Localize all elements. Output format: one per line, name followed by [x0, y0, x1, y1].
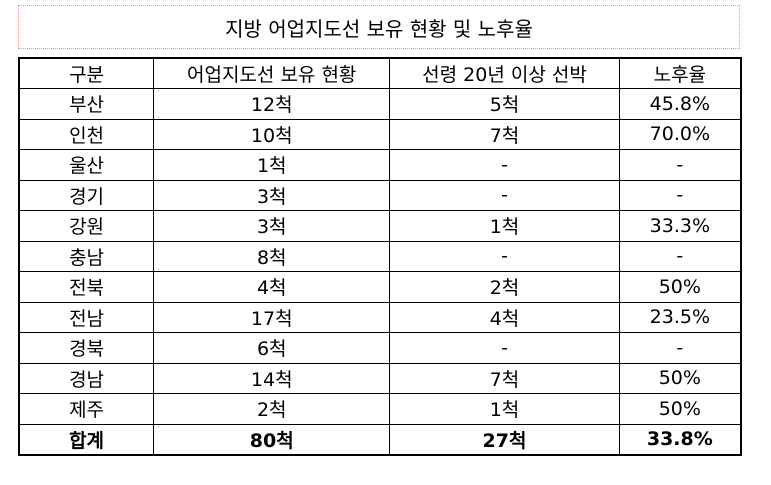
cell: 4척 — [389, 301, 620, 333]
data-row: 울산 1척 - - — [18, 149, 742, 181]
data-row: 경기 3척 - - — [18, 179, 742, 211]
cell: 울산 — [18, 149, 155, 181]
cell: 전남 — [18, 301, 155, 333]
cell: 12척 — [153, 88, 391, 120]
cell: 경남 — [18, 362, 155, 394]
data-row: 경북 6척 - - — [18, 332, 742, 364]
cell: 45.8% — [618, 88, 742, 120]
title: 지방 어업지도선 보유 현황 및 노후율 — [18, 5, 740, 49]
cell: 1척 — [389, 210, 620, 242]
cell: 6척 — [153, 332, 391, 364]
cell: 70.0% — [618, 118, 742, 150]
data-row: 제주 2척 1척 50% — [18, 393, 742, 425]
cell: - — [618, 240, 742, 272]
cell: 33.8% — [618, 423, 742, 455]
cell: 7척 — [389, 118, 620, 150]
cell: 3척 — [153, 210, 391, 242]
cell: 구분 — [18, 57, 155, 89]
cell: 23.5% — [618, 301, 742, 333]
cell: 50% — [618, 362, 742, 394]
cell: 제주 — [18, 393, 155, 425]
cell: - — [389, 240, 620, 272]
cell: - — [389, 149, 620, 181]
cell: 14척 — [153, 362, 391, 394]
cell: - — [618, 332, 742, 364]
cell: 경북 — [18, 332, 155, 364]
data-row: 충남 8척 - - — [18, 240, 742, 272]
data-row: 부산 12척 5척 45.8% — [18, 88, 742, 120]
cell: - — [389, 179, 620, 211]
cell: 부산 — [18, 88, 155, 120]
cell: 어업지도선 보유 현황 — [153, 57, 391, 89]
cell: 33.3% — [618, 210, 742, 242]
cell: 17척 — [153, 301, 391, 333]
cell: 노후율 — [618, 57, 742, 89]
data-row: 경남 14척 7척 50% — [18, 362, 742, 394]
data-row: 강원 3척 1척 33.3% — [18, 210, 742, 242]
table-body: 구분 어업지도선 보유 현황 선령 20년 이상 선박 노후율 부산 12척 5척 45.8%… — [18, 57, 742, 455]
cell: 7척 — [389, 362, 620, 394]
cell: 인천 — [18, 118, 155, 150]
cell: 50% — [618, 393, 742, 425]
cell: 3척 — [153, 179, 391, 211]
cell: 1척 — [389, 393, 620, 425]
cell: 27척 — [389, 423, 620, 455]
cell: 전북 — [18, 271, 155, 303]
data-table: 구분 어업지도선 보유 현황 선령 20년 이상 선박 노후율 부산 12척 5척 45.8%… — [18, 57, 742, 456]
header-row: 구분 어업지도선 보유 현황 선령 20년 이상 선박 노후율 — [18, 57, 742, 89]
cell: 충남 — [18, 240, 155, 272]
cell: 2척 — [389, 271, 620, 303]
data-row: 전북 4척 2척 50% — [18, 271, 742, 303]
cell: 5척 — [389, 88, 620, 120]
cell: - — [389, 332, 620, 364]
cell: 2척 — [153, 393, 391, 425]
cell: 4척 — [153, 271, 391, 303]
cell: - — [618, 179, 742, 211]
cell: 8척 — [153, 240, 391, 272]
cell: 선령 20년 이상 선박 — [389, 57, 620, 89]
cell: 50% — [618, 271, 742, 303]
total-row: 합계 80척 27척 33.8% — [18, 423, 742, 455]
cell: 강원 — [18, 210, 155, 242]
data-row: 인천 10척 7척 70.0% — [18, 118, 742, 150]
cell: 경기 — [18, 179, 155, 211]
cell: 10척 — [153, 118, 391, 150]
cell: 합계 — [18, 423, 155, 455]
cell: - — [618, 149, 742, 181]
data-row: 전남 17척 4척 23.5% — [18, 301, 742, 333]
cell: 80척 — [153, 423, 391, 455]
cell: 1척 — [153, 149, 391, 181]
